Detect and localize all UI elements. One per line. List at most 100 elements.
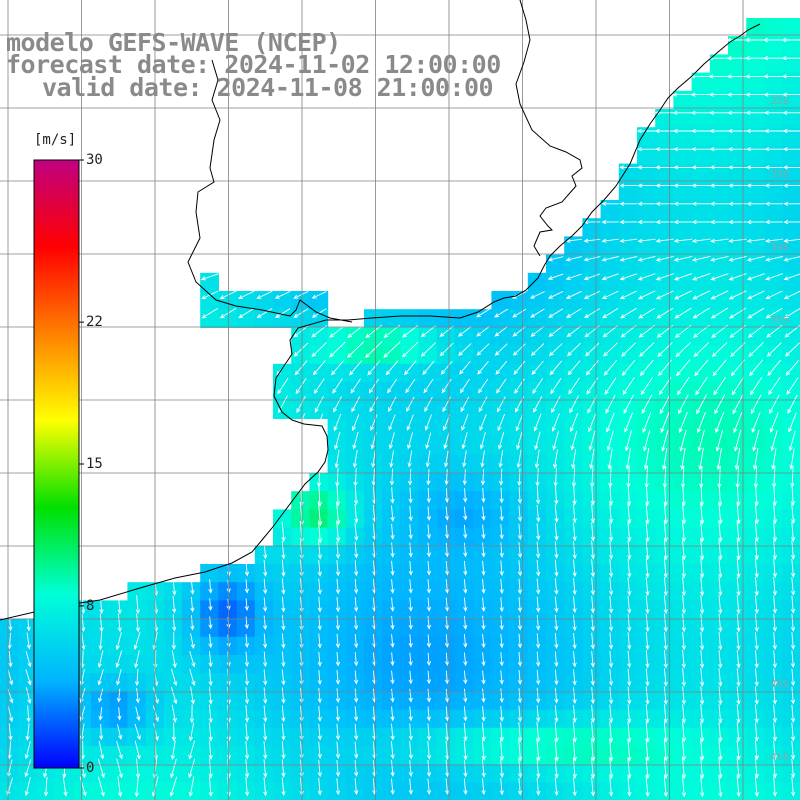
wind-arrow xyxy=(677,376,690,396)
wind-cell xyxy=(564,400,583,419)
wind-cell xyxy=(0,782,19,800)
wind-arrow xyxy=(627,558,632,578)
wind-arrow xyxy=(445,740,450,761)
wind-arrow xyxy=(189,704,195,724)
wind-arrow xyxy=(567,360,581,376)
wind-cell xyxy=(691,109,711,128)
wind-cell xyxy=(309,327,329,347)
wind-arrow xyxy=(317,669,322,686)
wind-arrow xyxy=(733,429,742,452)
wind-cell xyxy=(746,291,765,310)
wind-arrow xyxy=(281,559,286,577)
wind-cell xyxy=(364,382,383,401)
wind-arrow xyxy=(608,632,614,650)
wind-arrow xyxy=(619,273,638,281)
colorbar xyxy=(33,159,84,769)
wind-cell xyxy=(418,618,438,638)
wind-arrow xyxy=(293,308,309,318)
wind-arrow xyxy=(663,776,668,798)
wind-arrow xyxy=(532,378,544,395)
wind-arrow xyxy=(676,359,691,377)
colorbar-label: 30 xyxy=(86,152,103,168)
wind-arrow xyxy=(572,632,577,650)
wind-arrow xyxy=(572,522,577,542)
wind-cell xyxy=(364,400,383,419)
wind-arrow xyxy=(715,429,724,452)
wind-arrow xyxy=(624,430,632,452)
wind-cell xyxy=(782,418,800,438)
wind-cell xyxy=(473,527,492,547)
wind-cell xyxy=(236,746,256,765)
wind-arrow xyxy=(263,705,268,723)
wind-arrow xyxy=(263,578,268,595)
wind-arrow xyxy=(572,614,577,632)
wind-cell xyxy=(637,709,656,729)
wind-arrow xyxy=(590,540,596,560)
wind-arrow xyxy=(314,395,324,413)
wind-cell xyxy=(673,109,693,128)
wind-arrow xyxy=(390,723,395,741)
wind-arrow xyxy=(601,238,619,243)
wind-arrow xyxy=(554,596,559,613)
wind-arrow xyxy=(637,273,656,281)
wind-arrow xyxy=(190,615,195,631)
wind-arrow xyxy=(385,360,399,376)
wind-cell xyxy=(728,163,747,183)
wind-arrow xyxy=(572,758,577,779)
wind-arrow xyxy=(712,359,727,377)
wind-cell xyxy=(382,618,401,638)
wind-arrow xyxy=(710,273,729,281)
wind-cell xyxy=(709,436,729,456)
wind-cell xyxy=(764,564,784,583)
wind-arrow xyxy=(554,504,559,523)
wind-cell xyxy=(72,782,92,800)
wind-arrow xyxy=(709,201,729,206)
wind-arrow xyxy=(277,377,289,395)
wind-arrow xyxy=(783,201,800,206)
wind-cell xyxy=(746,709,765,729)
wind-cell xyxy=(746,327,765,347)
wind-arrow xyxy=(133,632,141,650)
wind-cell xyxy=(764,582,784,601)
wind-arrow xyxy=(135,613,141,633)
wind-arrow xyxy=(263,741,268,760)
wind-arrow xyxy=(463,670,468,685)
wind-cell xyxy=(618,491,638,510)
wind-cell xyxy=(564,764,583,783)
wind-cell xyxy=(728,109,747,128)
wind-cell xyxy=(764,764,784,783)
wind-cell xyxy=(764,181,784,201)
wind-arrow xyxy=(728,255,747,262)
wind-cell xyxy=(746,363,765,383)
wind-arrow xyxy=(681,776,687,798)
wind-cell xyxy=(618,527,638,547)
wind-arrow xyxy=(116,758,123,779)
wind-arrow xyxy=(281,540,286,560)
wind-arrow xyxy=(463,488,468,503)
wind-arrow xyxy=(499,670,504,685)
wind-arrow xyxy=(426,652,432,667)
wind-arrow xyxy=(530,325,545,337)
wind-arrow xyxy=(569,413,579,433)
wind-cell xyxy=(746,345,765,365)
wind-cell xyxy=(345,327,365,347)
wind-arrow xyxy=(263,633,268,649)
wind-cell xyxy=(709,600,729,620)
wind-arrow xyxy=(673,183,693,188)
wind-cell xyxy=(273,291,292,310)
wind-arrow xyxy=(770,430,778,452)
wind-arrow xyxy=(772,484,777,507)
wind-cell xyxy=(582,545,602,565)
wind-arrow xyxy=(457,325,472,337)
wind-arrow xyxy=(317,705,322,722)
wind-arrow xyxy=(746,238,765,243)
wind-arrow xyxy=(674,290,692,300)
wind-arrow xyxy=(445,778,450,795)
wind-arrow xyxy=(733,412,743,434)
wind-cell xyxy=(436,655,456,674)
wind-cell xyxy=(600,436,620,456)
wind-cell xyxy=(564,327,583,347)
wind-arrow xyxy=(335,615,341,631)
wind-arrow xyxy=(627,484,632,507)
